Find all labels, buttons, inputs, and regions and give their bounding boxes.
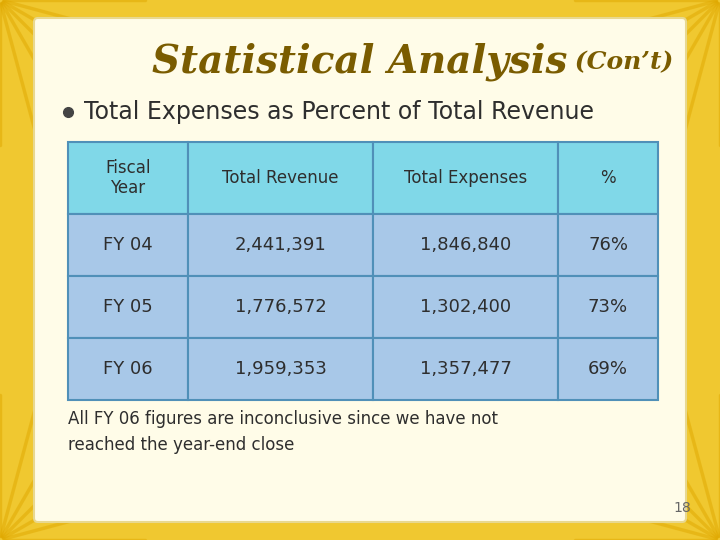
Text: FY 04: FY 04	[103, 236, 153, 254]
Text: %: %	[600, 169, 616, 187]
Bar	[68, 338, 188, 400]
Text: (Con’t): (Con’t)	[566, 50, 673, 74]
Text: 1,357,477: 1,357,477	[420, 360, 511, 378]
Text: All FY 06 figures are inconclusive since we have not
reached the year-end close: All FY 06 figures are inconclusive since…	[68, 410, 498, 454]
Bar	[68, 214, 188, 276]
Text: Total Revenue: Total Revenue	[222, 169, 338, 187]
Bar	[68, 142, 188, 214]
Text: 1,959,353: 1,959,353	[235, 360, 326, 378]
Text: FY 05: FY 05	[103, 298, 153, 316]
Text: Fiscal
Year: Fiscal Year	[105, 159, 150, 198]
Text: 1,846,840: 1,846,840	[420, 236, 511, 254]
Bar	[188, 214, 373, 276]
Bar	[188, 338, 373, 400]
Text: FY 06: FY 06	[103, 360, 153, 378]
Text: 76%: 76%	[588, 236, 628, 254]
Text: 2,441,391: 2,441,391	[235, 236, 326, 254]
Bar	[188, 142, 373, 214]
Text: 73%: 73%	[588, 298, 628, 316]
Text: Statistical Analysis: Statistical Analysis	[153, 43, 567, 81]
Bar	[373, 142, 558, 214]
Bar	[68, 276, 188, 338]
Bar	[558, 338, 658, 400]
FancyBboxPatch shape	[34, 18, 686, 522]
Text: 18: 18	[673, 501, 691, 515]
Bar	[373, 214, 558, 276]
Bar	[558, 142, 658, 214]
Text: Total Expenses: Total Expenses	[404, 169, 527, 187]
Bar	[373, 338, 558, 400]
Text: 69%: 69%	[588, 360, 628, 378]
Text: Total Expenses as Percent of Total Revenue: Total Expenses as Percent of Total Reven…	[84, 100, 594, 124]
Bar	[558, 276, 658, 338]
Text: 1,776,572: 1,776,572	[235, 298, 326, 316]
Bar	[373, 276, 558, 338]
Text: 1,302,400: 1,302,400	[420, 298, 511, 316]
Bar	[188, 276, 373, 338]
Bar	[558, 214, 658, 276]
